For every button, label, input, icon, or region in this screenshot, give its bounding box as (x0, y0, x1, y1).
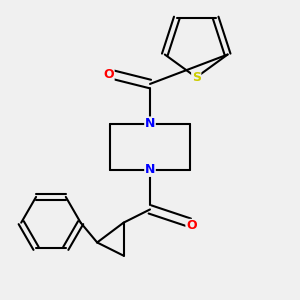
Text: O: O (186, 220, 196, 232)
Text: N: N (145, 117, 155, 130)
Text: S: S (192, 71, 201, 84)
Text: N: N (145, 163, 155, 176)
Text: O: O (103, 68, 114, 80)
